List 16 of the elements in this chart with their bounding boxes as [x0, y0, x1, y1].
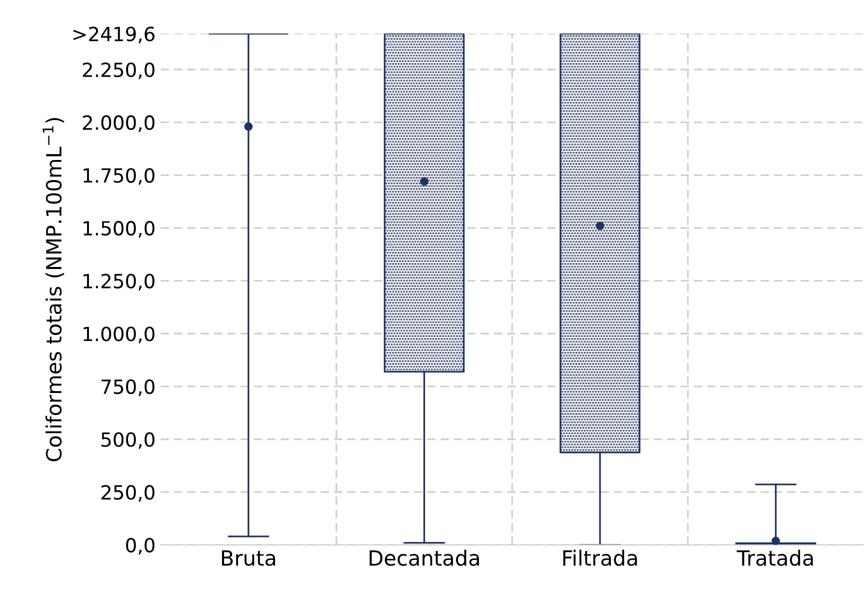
y-tick-label: 1.250,0	[84, 274, 154, 290]
x-tick-label: Tratada	[736, 550, 813, 566]
y-tick-label: 750,0	[102, 379, 154, 396]
x-tick-label: Bruta	[222, 550, 276, 566]
y-axis-title: Coliformes totais (NMP.100mL$^{−1}$)	[42, 118, 64, 462]
x-tick-label: Filtrada	[563, 550, 637, 566]
y-tick-label: 1.000,0	[84, 326, 154, 344]
y-tick-label: 500,0	[102, 432, 154, 449]
y-tick-label: 2.000,0	[82, 115, 154, 132]
y-tick-label: >2419,6	[73, 26, 154, 44]
y-tick-label: 1.500,0	[84, 220, 154, 238]
y-tick-label: 1.750,0	[84, 168, 154, 185]
y-tick-label: 2.250,0	[82, 62, 154, 80]
y-tick-label: 0,0	[126, 538, 154, 555]
x-tick-label: Decantada	[370, 550, 479, 566]
y-tick-label: 250,0	[101, 485, 154, 502]
